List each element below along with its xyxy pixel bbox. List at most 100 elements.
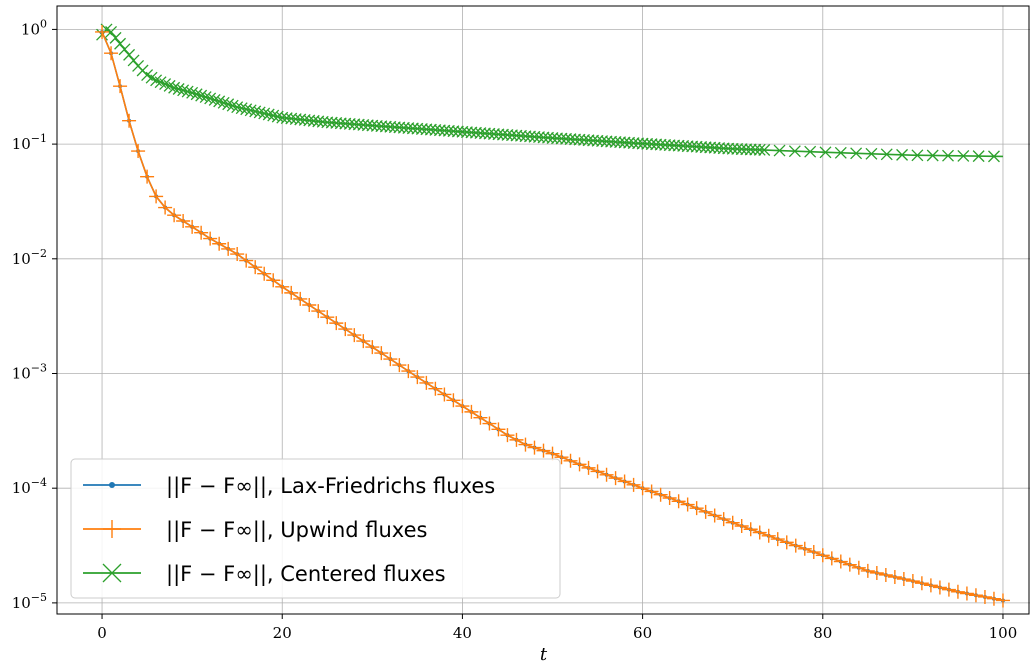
data-point-x — [267, 109, 280, 122]
data-point-x — [102, 563, 122, 583]
data-point-plus — [806, 545, 821, 560]
data-point-x — [150, 74, 163, 87]
data-point-x — [865, 147, 878, 160]
data-point-x — [357, 118, 370, 131]
data-point-x — [758, 144, 771, 156]
data-point-x — [731, 143, 744, 155]
data-point-x — [447, 125, 460, 138]
data-point-x — [424, 123, 437, 136]
data-point-plus — [230, 247, 245, 262]
data-point-x — [330, 116, 343, 129]
plot-frame — [56, 5, 1030, 615]
data-point-plus — [986, 591, 1001, 606]
data-point-x — [375, 120, 388, 133]
data-point-x — [560, 132, 572, 145]
x-tick-label: 20 — [273, 624, 292, 642]
data-point-x — [177, 84, 190, 97]
data-point-x — [834, 146, 847, 159]
x-axis-label: t — [540, 644, 548, 665]
legend-entry: ||F − F∞||, Upwind fluxes — [83, 518, 427, 543]
data-point-plus — [536, 443, 551, 458]
data-point-plus — [158, 200, 173, 215]
data-point-x — [496, 128, 509, 141]
data-point-plus — [680, 497, 695, 512]
data-point-x — [366, 119, 379, 132]
data-point-x — [460, 126, 473, 139]
x-axis-ticks: 0 20 40 60 80 100 — [97, 614, 1017, 642]
data-point-x — [740, 143, 753, 156]
data-point-plus — [248, 260, 263, 275]
data-point-plus — [383, 352, 398, 367]
data-point-plus — [617, 474, 632, 489]
data-point-plus — [401, 364, 416, 379]
data-point-x — [988, 150, 1000, 163]
data-point-x — [596, 135, 609, 148]
legend-label: ||F − F∞||, Centered fluxes — [166, 562, 446, 587]
legend: ||F − F∞||, Lax-Friedrichs fluxes ||F − F… — [70, 458, 561, 599]
data-point-x — [199, 91, 212, 104]
y-tick-label: 10−1 — [12, 132, 47, 153]
data-point-x — [659, 138, 672, 151]
data-point-plus — [113, 79, 128, 94]
data-point-plus — [905, 574, 920, 589]
data-point-x — [213, 95, 226, 108]
data-point-plus — [815, 548, 830, 563]
data-point-x — [591, 134, 604, 147]
data-point-x — [650, 138, 663, 151]
data-point-x — [195, 89, 208, 102]
data-point-x — [406, 122, 419, 135]
data-point-plus — [482, 416, 497, 431]
data-point-plus — [176, 214, 191, 229]
data-point-x — [708, 141, 721, 154]
data-point-plus — [626, 477, 641, 492]
data-point-plus — [257, 266, 272, 281]
x-tick-label: 100 — [989, 624, 1018, 642]
data-point-x — [492, 128, 505, 141]
data-point-x — [722, 142, 735, 155]
data-point-plus — [103, 520, 121, 538]
data-point-plus — [716, 512, 731, 527]
data-point-x — [478, 127, 491, 140]
data-point-plus — [662, 491, 677, 506]
data-point-dot — [108, 481, 116, 489]
data-point-plus — [761, 528, 776, 543]
data-point-plus — [932, 580, 947, 595]
data-point-plus — [149, 189, 164, 204]
series-1 — [95, 24, 1010, 608]
data-point-x — [753, 143, 766, 156]
data-point-x — [208, 93, 221, 106]
data-point-plus — [275, 279, 290, 294]
data-point-x — [474, 127, 487, 140]
x-tick-label: 80 — [813, 624, 832, 642]
legend-entry: ||F − F∞||, Lax-Friedrichs fluxes — [83, 474, 495, 499]
data-point-plus — [887, 569, 902, 584]
data-point-x — [744, 143, 757, 156]
data-point-plus — [545, 446, 560, 461]
data-point-plus — [824, 551, 839, 566]
data-point-x — [501, 128, 514, 141]
data-point-x — [163, 79, 176, 92]
data-point-x — [244, 104, 257, 117]
data-point-x — [773, 144, 786, 157]
data-point-x — [573, 133, 586, 146]
data-point-plus — [563, 453, 578, 468]
data-point-x — [172, 83, 185, 95]
data-point-x — [627, 137, 640, 150]
data-point-x — [749, 143, 762, 156]
data-point-x — [704, 141, 717, 154]
data-point-plus — [509, 432, 524, 447]
data-point-x — [222, 98, 235, 111]
data-point-x — [524, 130, 536, 143]
data-point-x — [186, 86, 199, 99]
data-point-plus — [851, 560, 866, 575]
data-point-plus — [212, 236, 227, 251]
data-point-x — [546, 132, 559, 144]
data-point-x — [442, 124, 455, 137]
data-point-x — [379, 120, 392, 133]
data-point-x — [262, 108, 275, 121]
legend-label: ||F − F∞||, Upwind fluxes — [166, 518, 427, 543]
data-point-x — [339, 117, 352, 130]
data-point-x — [325, 116, 338, 129]
data-point-plus — [725, 515, 740, 530]
data-point-x — [334, 117, 347, 130]
